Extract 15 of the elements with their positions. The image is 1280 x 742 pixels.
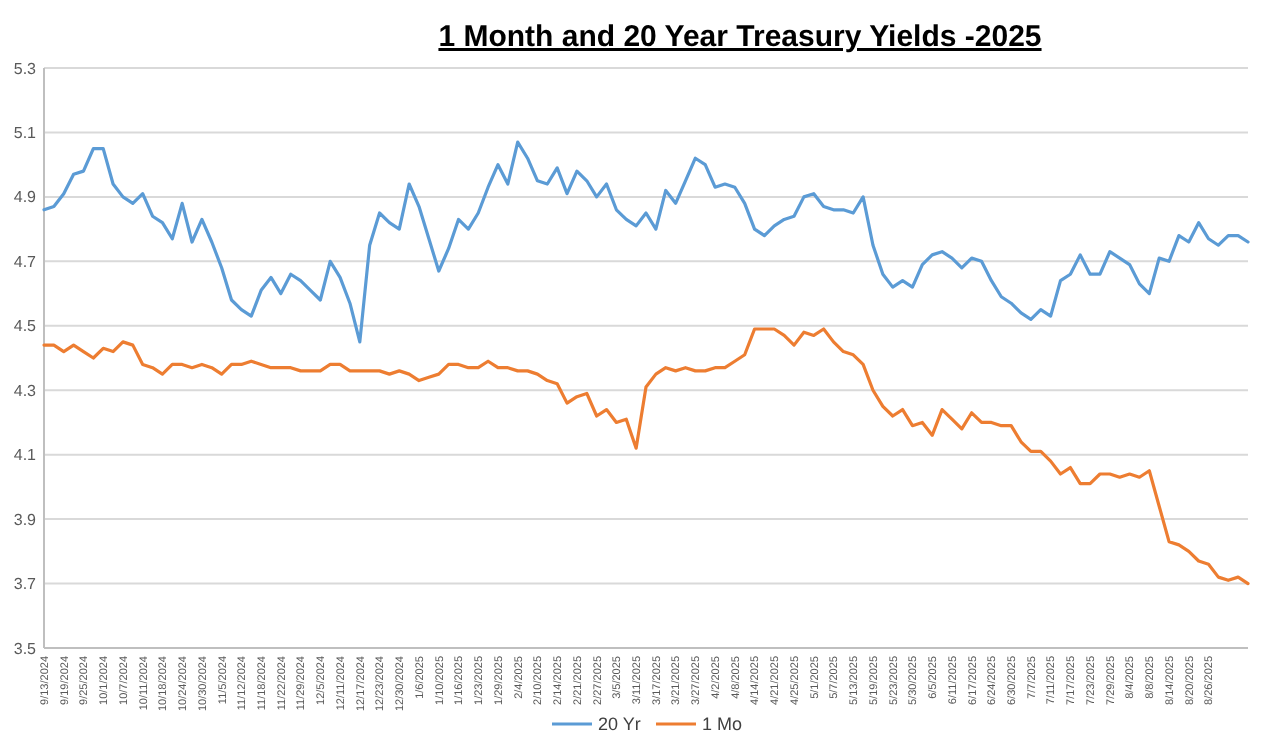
legend-label: 1 Mo (702, 714, 743, 735)
y-tick-label: 4.7 (13, 252, 38, 271)
y-tick-label: 3.9 (13, 510, 38, 529)
y-tick-label: 4.1 (13, 446, 38, 465)
y-tick-label: 4.9 (13, 188, 38, 207)
legend-label: 20 Yr (598, 714, 641, 735)
y-tick-label: 4.3 (13, 381, 38, 400)
chart-title: 1 Month and 20 Year Treasury Yields -2025 (438, 20, 1042, 54)
y-tick-label: 4.5 (13, 317, 38, 336)
y-tick-label: 3.7 (13, 575, 38, 594)
y-tick-label: 5.3 (13, 59, 38, 78)
y-tick-label: 5.1 (13, 124, 38, 143)
y-tick-label: 3.5 (13, 639, 38, 658)
line-series (42, 140, 1250, 344)
line-series (42, 327, 1250, 586)
